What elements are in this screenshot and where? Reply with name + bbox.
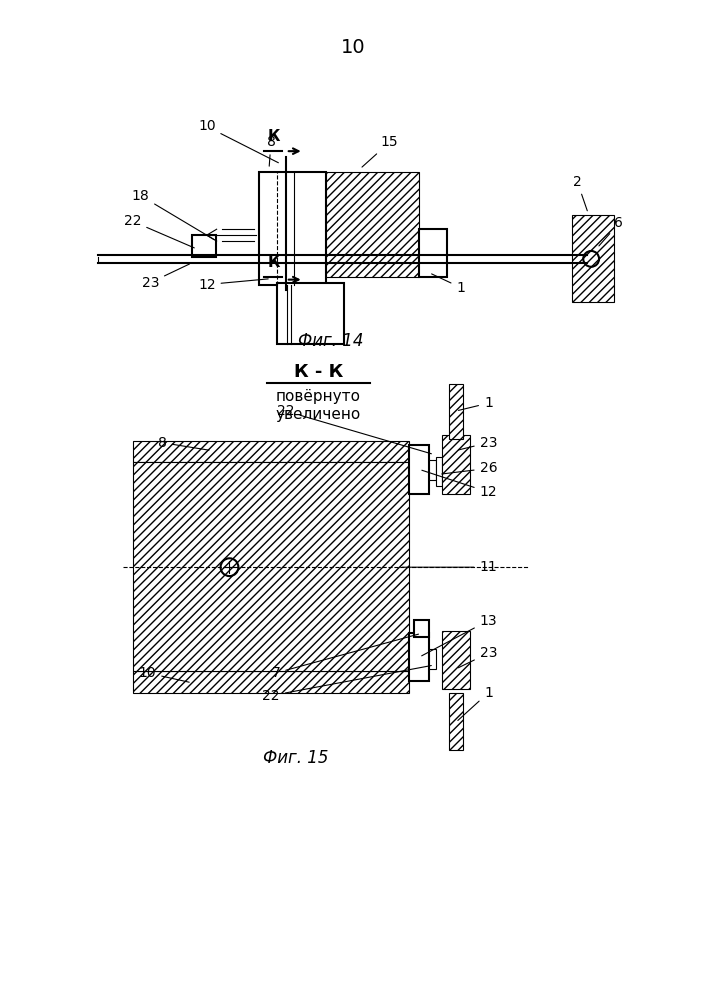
Text: 23: 23 [458, 646, 497, 668]
Text: 12: 12 [422, 470, 497, 499]
Text: 11: 11 [402, 560, 497, 574]
Text: 10: 10 [198, 119, 279, 163]
Text: 23: 23 [141, 264, 189, 290]
Bar [409, 445, 429, 494]
Bar [442, 435, 469, 494]
Text: 18: 18 [132, 189, 214, 240]
Text: 1: 1 [431, 274, 465, 295]
Text: К: К [267, 129, 280, 144]
Text: 22: 22 [124, 214, 194, 248]
Text: 15: 15 [362, 135, 398, 167]
Bar [414, 620, 429, 637]
Text: 6: 6 [599, 216, 624, 246]
Bar [449, 384, 462, 439]
Text: 12: 12 [198, 278, 268, 292]
Bar [436, 457, 442, 486]
Bar [277, 283, 344, 344]
Text: Фиг. 15: Фиг. 15 [263, 749, 329, 767]
Text: повёрнуто: повёрнуто [276, 389, 361, 404]
Bar [133, 462, 409, 671]
Text: 22: 22 [277, 404, 431, 454]
Bar [259, 172, 327, 285]
Text: увеличено: увеличено [276, 407, 361, 422]
Text: 7: 7 [271, 634, 419, 680]
Bar [573, 215, 614, 302]
Text: 8: 8 [267, 135, 276, 166]
Bar [449, 693, 462, 750]
Text: 23: 23 [458, 436, 497, 450]
Text: 13: 13 [421, 614, 497, 656]
Text: 1: 1 [458, 686, 493, 720]
Bar [133, 671, 409, 693]
Bar [133, 441, 409, 462]
Bar [192, 235, 216, 257]
Text: 26: 26 [442, 461, 497, 475]
Text: 22: 22 [262, 666, 431, 703]
Text: 2: 2 [573, 175, 588, 211]
Text: К: К [267, 255, 280, 270]
Bar [442, 631, 469, 689]
Bar [419, 229, 447, 277]
Bar [409, 633, 429, 681]
Text: 8: 8 [158, 436, 209, 450]
Text: К - К: К - К [294, 363, 343, 381]
Text: 10: 10 [341, 38, 366, 57]
Bar [327, 172, 419, 277]
Bar [429, 649, 436, 669]
Bar [429, 460, 436, 480]
Text: Фиг. 14: Фиг. 14 [298, 332, 363, 350]
Text: 1: 1 [458, 396, 493, 410]
Text: 10: 10 [139, 666, 189, 682]
